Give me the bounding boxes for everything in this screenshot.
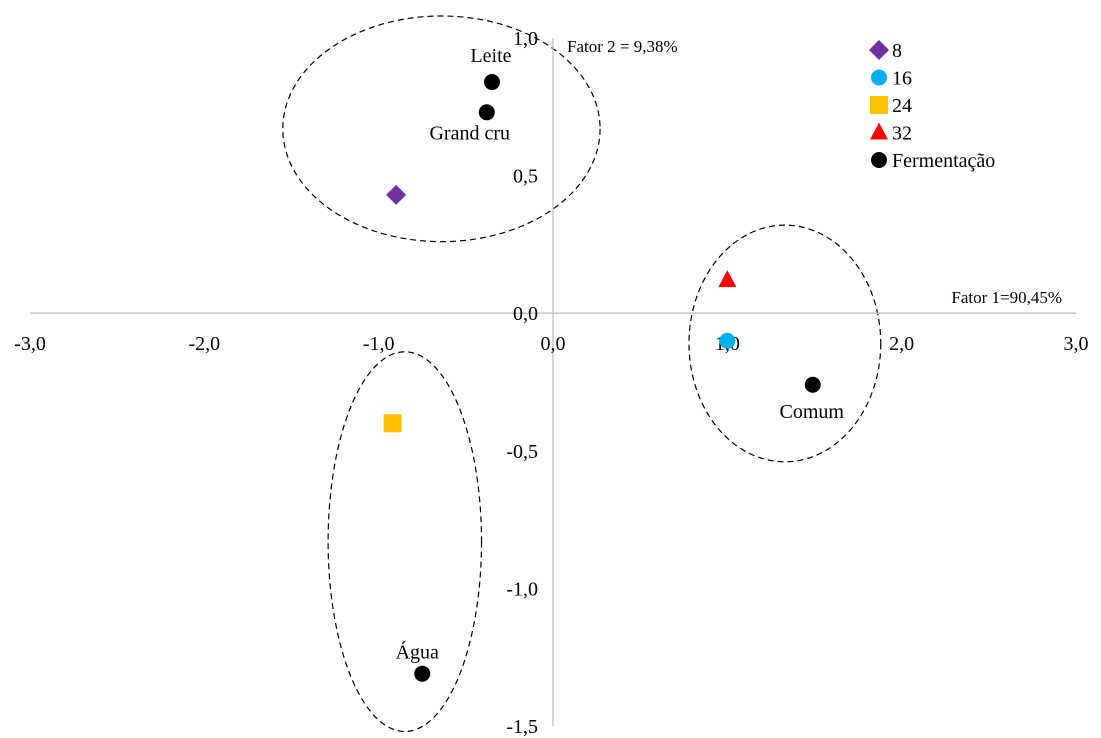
y-tick-label: -0,5 — [506, 441, 538, 463]
point-series-8 — [386, 184, 407, 205]
legend-label: 32 — [892, 123, 912, 145]
legend-item: 8 — [869, 40, 902, 62]
legend-item: 16 — [871, 68, 912, 90]
legend-label: 8 — [892, 40, 902, 62]
point-grand-cru — [478, 104, 495, 121]
legend: 8 16 24 32 Fermentação — [869, 40, 995, 172]
point-series-24 — [383, 414, 402, 433]
group-ellipse — [282, 15, 601, 243]
legend-marker — [871, 69, 887, 86]
legend-item: 32 — [870, 122, 912, 145]
legend-label: 16 — [892, 68, 912, 90]
point-água — [414, 665, 431, 682]
x-tick-label: -1,0 — [363, 333, 395, 355]
y-tick-label: -1,5 — [506, 716, 538, 738]
legend-item: Fermentação — [871, 150, 995, 172]
y-tick-labels: 1,0 0,5 0,0 -0,5 -1,0 -1,5 — [506, 28, 538, 738]
y-tick-label: 1,0 — [513, 28, 538, 50]
point-labels: Leite Grand cru Comum Água — [396, 45, 845, 664]
legend-marker — [869, 40, 889, 60]
point-label: Água — [396, 641, 439, 664]
y-axis-title: Fator 2 = 9,38% — [567, 37, 678, 56]
legend-label: Fermentação — [892, 150, 995, 172]
x-tick-label: 3,0 — [1064, 333, 1089, 355]
legend-label: 24 — [892, 95, 912, 117]
x-tick-label: -2,0 — [188, 333, 220, 355]
y-tick-label: -1,0 — [506, 578, 538, 600]
point-comum — [804, 376, 821, 393]
group-ellipses — [282, 15, 882, 733]
x-tick-label: 2,0 — [889, 333, 914, 355]
point-label: Comum — [780, 401, 845, 423]
x-axis-title: Fator 1=90,45% — [951, 288, 1062, 307]
x-tick-labels: -3,0-2,0-1,00,01,02,03,0 — [14, 333, 1088, 355]
x-tick-label: -3,0 — [14, 333, 46, 355]
point-series-16 — [719, 332, 736, 349]
legend-marker — [870, 96, 888, 114]
group-ellipse — [327, 351, 483, 733]
group-ellipse — [688, 224, 882, 463]
data-points — [383, 74, 821, 682]
y-tick-label: 0,5 — [513, 166, 538, 188]
legend-marker — [871, 152, 887, 168]
y-tick-label: 0,0 — [513, 303, 538, 325]
point-series-32 — [718, 270, 737, 288]
legend-item: 24 — [870, 95, 912, 117]
legend-marker — [870, 122, 888, 140]
point-label: Grand cru — [429, 122, 510, 144]
point-label: Leite — [470, 45, 511, 67]
point-leite — [483, 74, 500, 91]
x-tick-label: 0,0 — [541, 333, 566, 355]
